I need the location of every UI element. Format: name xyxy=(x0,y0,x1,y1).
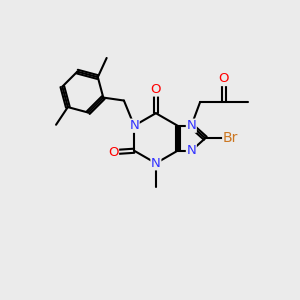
Text: O: O xyxy=(219,73,229,85)
Text: N: N xyxy=(187,144,196,157)
Text: N: N xyxy=(151,157,161,170)
Text: N: N xyxy=(187,119,196,132)
Text: Br: Br xyxy=(223,131,238,145)
Text: N: N xyxy=(129,119,139,132)
Text: O: O xyxy=(108,146,119,159)
Text: O: O xyxy=(151,83,161,96)
